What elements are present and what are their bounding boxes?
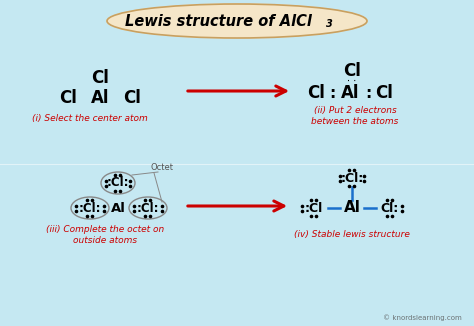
Text: Cl: Cl [91, 69, 109, 87]
Text: Lewis structure of AlCl: Lewis structure of AlCl [125, 13, 311, 28]
Text: :: : [329, 85, 335, 100]
Text: ⋅ ⋅: ⋅ ⋅ [347, 76, 357, 86]
Text: Al: Al [344, 200, 360, 215]
Text: (ii) Put 2 electrons
between the atoms: (ii) Put 2 electrons between the atoms [311, 106, 399, 126]
Text: Cl:: Cl: [381, 201, 399, 215]
Ellipse shape [107, 4, 367, 38]
Text: Octet: Octet [151, 164, 173, 172]
Text: Cl: Cl [343, 62, 361, 80]
Text: Cl: Cl [307, 84, 325, 102]
Text: Cl: Cl [375, 84, 393, 102]
Text: :: : [365, 85, 371, 100]
Text: :Cl:: :Cl: [137, 201, 159, 215]
Text: (iii) Complete the octet on
outside atoms: (iii) Complete the octet on outside atom… [46, 225, 164, 245]
Text: :Cl:: :Cl: [340, 171, 364, 185]
Text: Al: Al [341, 84, 359, 102]
Text: :Cl:: :Cl: [79, 201, 101, 215]
Text: :Cl: :Cl [305, 201, 323, 215]
Text: :Cl:: :Cl: [107, 176, 129, 189]
Text: 3: 3 [326, 19, 333, 29]
Text: Cl: Cl [59, 89, 77, 107]
Text: © knordslearning.com: © knordslearning.com [383, 315, 462, 321]
Text: Al: Al [110, 201, 126, 215]
Text: Cl: Cl [123, 89, 141, 107]
Text: (i) Select the center atom: (i) Select the center atom [32, 114, 148, 124]
Text: Al: Al [91, 89, 109, 107]
Text: (iv) Stable lewis structure: (iv) Stable lewis structure [294, 230, 410, 240]
